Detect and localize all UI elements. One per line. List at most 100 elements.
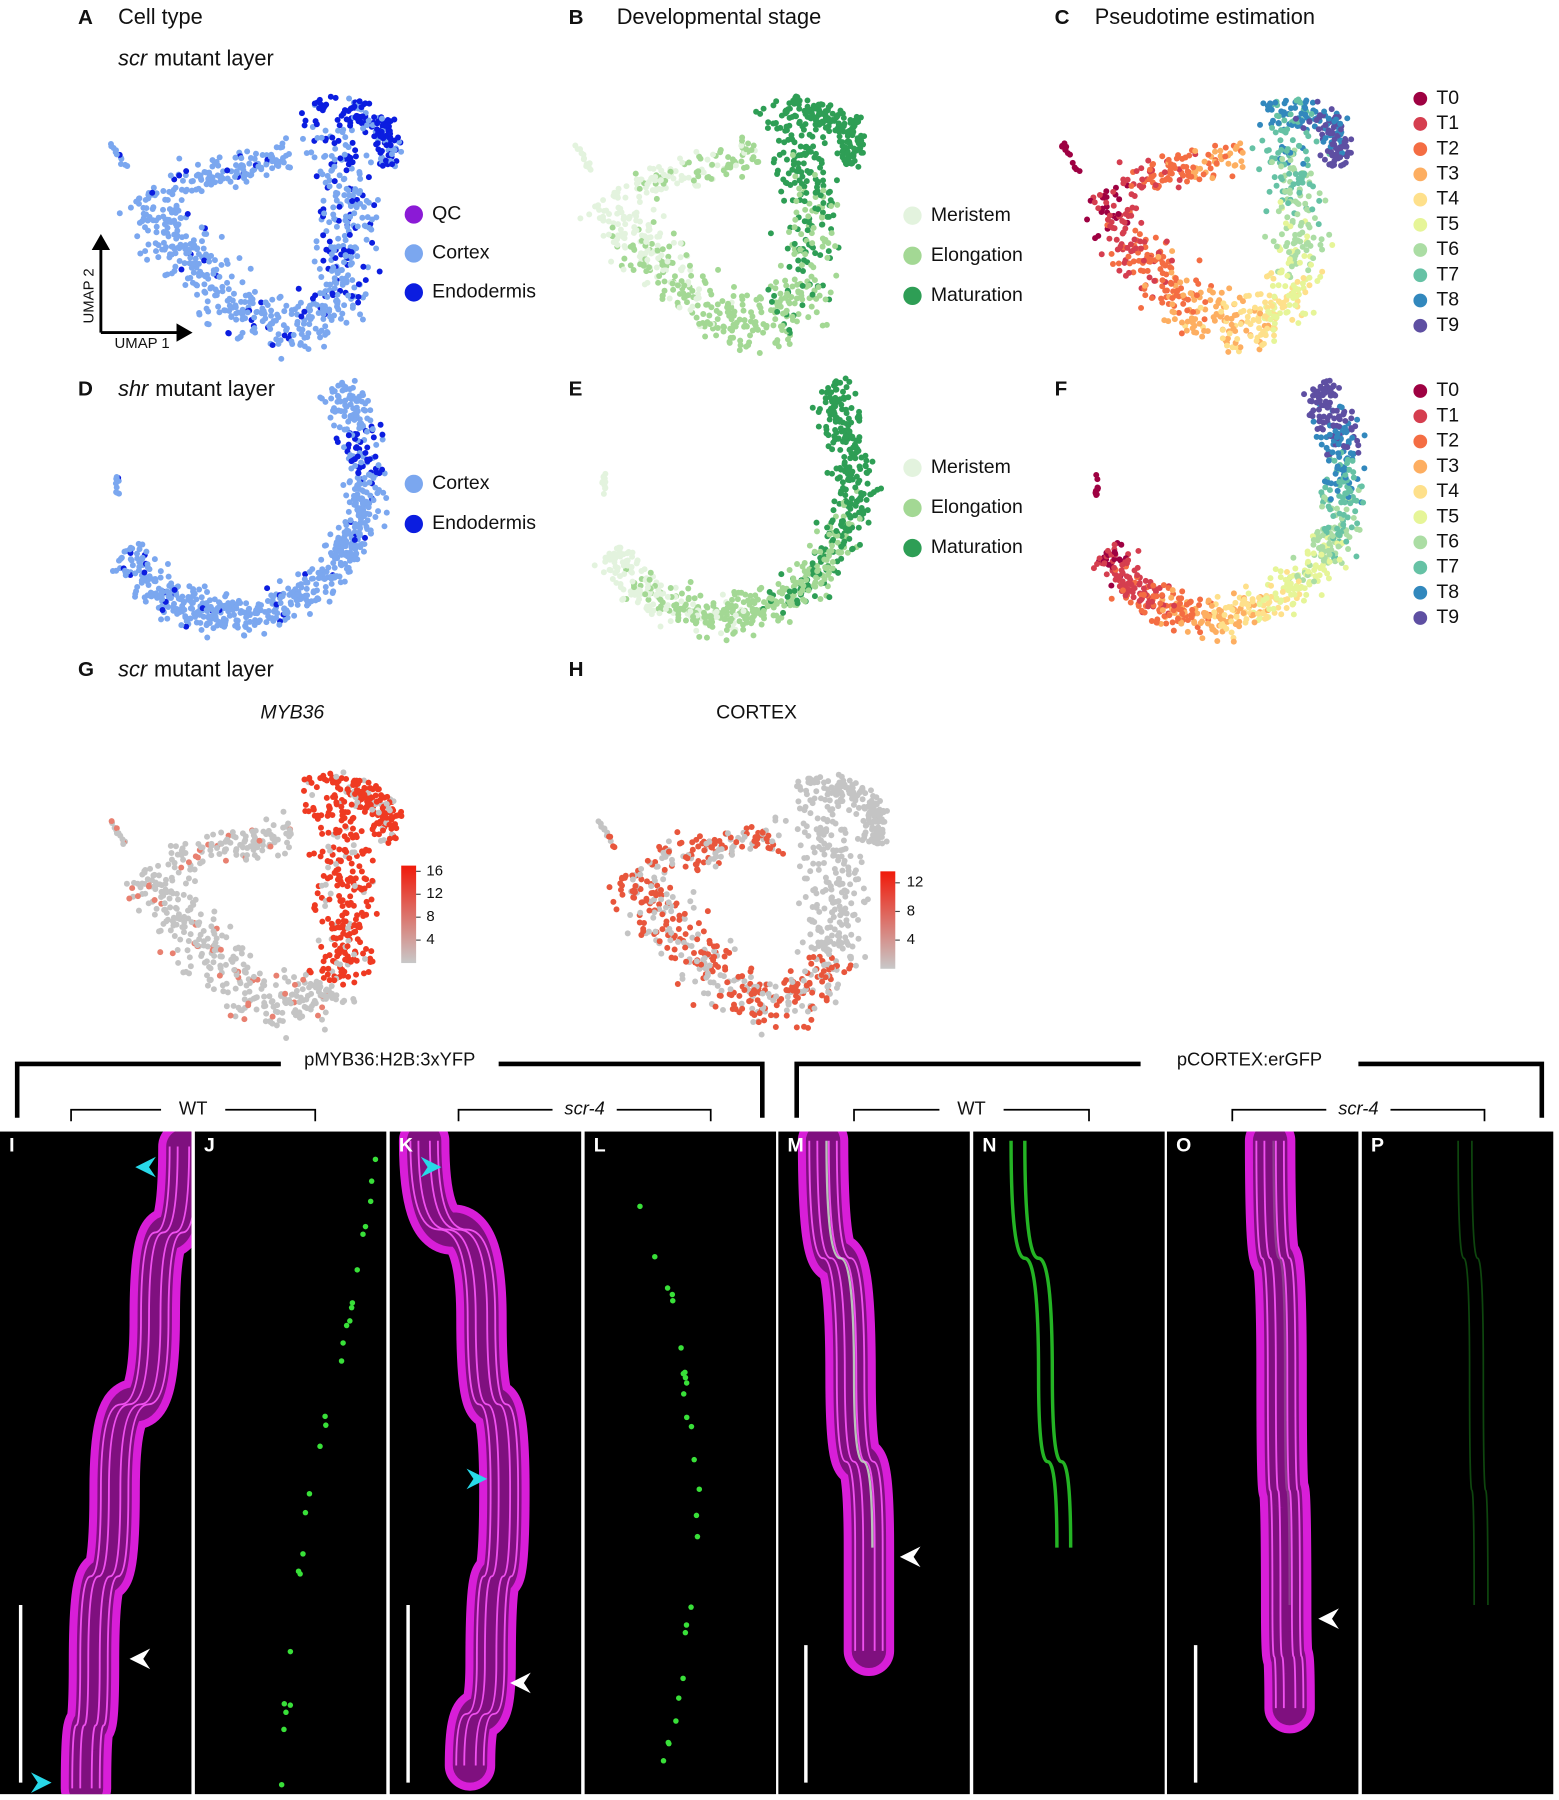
cell-point bbox=[1358, 483, 1365, 490]
cell-point bbox=[168, 270, 175, 277]
cell-point bbox=[349, 825, 356, 832]
cell-point bbox=[1125, 557, 1132, 564]
cell-point bbox=[863, 496, 870, 503]
cell-point bbox=[756, 349, 763, 356]
cell-point bbox=[1263, 273, 1270, 280]
gene-title: MYB36 bbox=[260, 701, 324, 723]
cell-point bbox=[1231, 312, 1238, 319]
cell-point bbox=[295, 285, 302, 292]
cell-point bbox=[1113, 236, 1120, 243]
cell-point bbox=[795, 266, 802, 273]
cell-point bbox=[1084, 216, 1091, 223]
cell-point bbox=[665, 173, 672, 180]
cell-point bbox=[827, 102, 834, 109]
cell-point bbox=[1360, 499, 1367, 506]
cell-point bbox=[1309, 99, 1316, 106]
cell-point bbox=[799, 563, 806, 570]
panel-letter: B bbox=[569, 6, 584, 29]
cell-point bbox=[1184, 617, 1191, 624]
cell-point bbox=[1307, 398, 1314, 404]
cell-point bbox=[578, 150, 585, 157]
cell-point bbox=[774, 308, 781, 315]
cell-point bbox=[835, 569, 842, 576]
cell-point bbox=[1335, 450, 1342, 457]
cell-point bbox=[1196, 320, 1203, 327]
cell-point bbox=[738, 158, 745, 165]
cell-point bbox=[246, 626, 253, 633]
cell-point bbox=[200, 245, 207, 252]
cell-point bbox=[143, 548, 150, 555]
cell-point bbox=[1125, 587, 1132, 594]
cell-point bbox=[178, 186, 185, 193]
cell-point bbox=[1291, 591, 1298, 598]
cell-point bbox=[1219, 335, 1226, 342]
cell-point bbox=[124, 568, 131, 575]
cell-point bbox=[670, 286, 677, 293]
cell-point bbox=[804, 97, 811, 104]
cell-point bbox=[715, 266, 722, 273]
cell-point bbox=[633, 209, 640, 216]
cell-point bbox=[812, 250, 819, 257]
cell-point bbox=[1179, 610, 1186, 617]
cell-point bbox=[808, 230, 815, 237]
cell-point bbox=[727, 334, 734, 341]
cell-point bbox=[865, 519, 872, 526]
cell-point bbox=[1146, 274, 1153, 281]
cell-point bbox=[644, 256, 651, 263]
cell-point bbox=[825, 189, 832, 196]
cell-point bbox=[1272, 155, 1279, 162]
cell-point bbox=[332, 192, 339, 199]
cell-point bbox=[228, 313, 235, 320]
cell-point bbox=[183, 186, 190, 193]
legend-swatch bbox=[404, 514, 423, 534]
cell-point bbox=[264, 585, 271, 592]
cell-point bbox=[1177, 279, 1184, 286]
cell-point bbox=[845, 154, 852, 161]
cell-point bbox=[1167, 264, 1174, 271]
legend-swatch bbox=[1413, 142, 1428, 157]
cell-point bbox=[660, 213, 667, 220]
cell-point bbox=[637, 261, 644, 268]
cell-point bbox=[1344, 456, 1351, 463]
cell-point bbox=[714, 613, 721, 620]
cell-point bbox=[648, 611, 655, 618]
cell-point bbox=[204, 298, 211, 305]
cell-point bbox=[786, 619, 793, 625]
cell-point bbox=[758, 584, 765, 591]
cell-point bbox=[796, 191, 803, 198]
cell-point bbox=[633, 217, 640, 224]
cell-point bbox=[338, 562, 345, 569]
cell-point bbox=[785, 336, 791, 343]
cell-point bbox=[240, 632, 247, 639]
axis-label: UMAP 2 bbox=[81, 268, 97, 323]
cell-point bbox=[710, 151, 716, 158]
cell-point bbox=[797, 246, 804, 253]
cell-point bbox=[740, 307, 747, 314]
cell-point bbox=[1325, 457, 1332, 464]
legend-swatch bbox=[1413, 91, 1428, 106]
cell-point bbox=[327, 414, 334, 421]
umap-scatter bbox=[1059, 96, 1355, 355]
cell-point bbox=[168, 209, 175, 216]
cell-point bbox=[729, 596, 736, 603]
cell-point bbox=[713, 332, 720, 339]
cell-point bbox=[335, 127, 342, 134]
cell-point bbox=[824, 254, 831, 261]
umap-scatter bbox=[572, 93, 868, 356]
cell-point bbox=[1158, 295, 1165, 302]
cell-point bbox=[212, 292, 219, 299]
cell-point bbox=[855, 146, 862, 153]
legend-label: Endodermis bbox=[432, 512, 536, 534]
cell-point bbox=[209, 157, 216, 164]
cell-point bbox=[302, 117, 309, 124]
cell-point bbox=[818, 160, 825, 167]
legend-swatch bbox=[1413, 409, 1428, 424]
cell-point bbox=[798, 262, 805, 269]
cell-point bbox=[175, 869, 182, 876]
cell-point bbox=[173, 223, 180, 230]
cell-point bbox=[1136, 581, 1143, 588]
cell-point bbox=[1333, 505, 1340, 512]
cell-point bbox=[157, 568, 164, 575]
cell-point bbox=[1192, 148, 1199, 154]
cell-point bbox=[234, 335, 241, 342]
